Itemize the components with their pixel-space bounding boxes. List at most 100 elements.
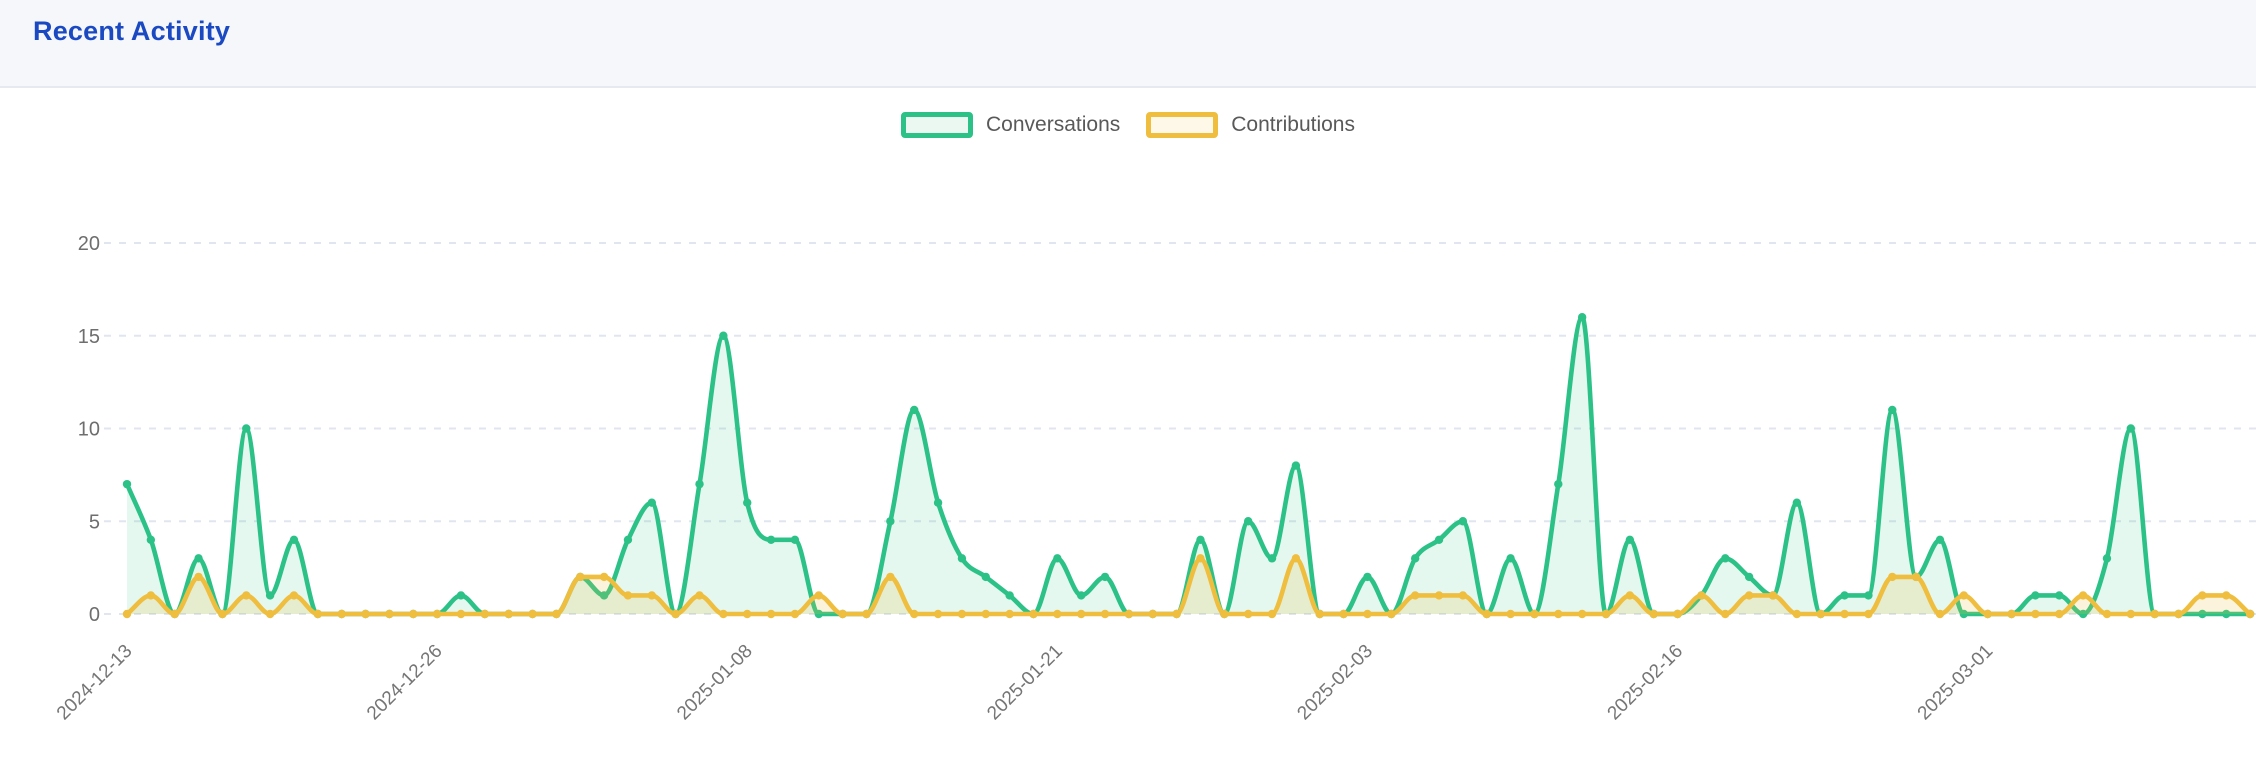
contributions-point[interactable] — [599, 572, 609, 582]
contributions-point[interactable] — [1959, 591, 1969, 600]
contributions-point[interactable] — [480, 609, 490, 619]
conversations-point[interactable] — [910, 405, 919, 415]
contributions-point[interactable] — [456, 609, 466, 619]
legend-item-conversations[interactable]: Conversations — [901, 112, 1120, 138]
conversations-point[interactable] — [1434, 535, 1444, 544]
contributions-point[interactable] — [1840, 609, 1849, 619]
contributions-point[interactable] — [1792, 609, 1802, 619]
contributions-point[interactable] — [552, 609, 561, 619]
contributions-point[interactable] — [576, 572, 585, 582]
contributions-point[interactable] — [2245, 609, 2255, 619]
contributions-point[interactable] — [1649, 609, 1658, 619]
conversations-point[interactable] — [599, 591, 609, 600]
conversations-point[interactable] — [1077, 591, 1086, 600]
contributions-point[interactable] — [1410, 591, 1420, 600]
contributions-point[interactable] — [2198, 591, 2207, 600]
contributions-point[interactable] — [1053, 609, 1062, 619]
conversations-point[interactable] — [1721, 554, 1730, 563]
contributions-point[interactable] — [1983, 609, 1992, 619]
contributions-point[interactable] — [242, 591, 251, 600]
contributions-point[interactable] — [2174, 609, 2183, 619]
contributions-point[interactable] — [1768, 591, 1778, 600]
contributions-point[interactable] — [1673, 609, 1682, 619]
conversations-point[interactable] — [2126, 424, 2136, 433]
contributions-point[interactable] — [1554, 609, 1563, 619]
conversations-point[interactable] — [1554, 479, 1563, 489]
conversations-point[interactable] — [719, 331, 728, 340]
contributions-point[interactable] — [790, 609, 800, 619]
contributions-point[interactable] — [1721, 609, 1730, 619]
contributions-point[interactable] — [1911, 572, 1921, 582]
conversations-point[interactable] — [242, 424, 251, 433]
contributions-point[interactable] — [432, 609, 442, 619]
contributions-point[interactable] — [2007, 609, 2016, 619]
contributions-point[interactable] — [218, 609, 227, 619]
conversations-point[interactable] — [1053, 554, 1062, 563]
conversations-point[interactable] — [2198, 609, 2207, 619]
recent-activity-chart[interactable]: 0 5 10 15 20 2024-12-13 2024-12-26 2025-01-08 20… — [0, 88, 2256, 762]
contributions-point[interactable] — [2222, 591, 2231, 600]
conversations-point[interactable] — [1625, 535, 1635, 544]
conversations-point[interactable] — [766, 535, 776, 544]
contributions-point[interactable] — [1243, 609, 1253, 619]
contributions-point[interactable] — [1315, 609, 1324, 619]
contributions-point[interactable] — [1196, 554, 1205, 563]
contributions-point[interactable] — [2031, 609, 2040, 619]
contributions-point[interactable] — [623, 591, 633, 600]
conversations-point[interactable] — [814, 609, 823, 619]
conversations-point[interactable] — [1458, 517, 1468, 526]
contributions-point[interactable] — [695, 591, 704, 600]
conversations-point[interactable] — [695, 479, 704, 489]
contributions-point[interactable] — [671, 609, 680, 619]
contributions-point[interactable] — [766, 609, 776, 619]
contributions-point[interactable] — [719, 609, 728, 619]
contributions-point[interactable] — [743, 609, 752, 619]
contributions-point[interactable] — [1172, 609, 1181, 619]
contributions-point[interactable] — [862, 609, 871, 619]
conversations-point[interactable] — [2055, 591, 2064, 600]
contributions-point[interactable] — [886, 572, 895, 582]
conversations-point[interactable] — [790, 535, 800, 544]
conversations-point[interactable] — [1267, 554, 1277, 563]
conversations-point[interactable] — [1959, 609, 1969, 619]
contributions-point[interactable] — [170, 609, 179, 619]
conversations-point[interactable] — [886, 517, 895, 526]
conversations-point[interactable] — [1196, 535, 1205, 544]
contributions-point[interactable] — [1267, 609, 1277, 619]
contributions-point[interactable] — [1506, 609, 1515, 619]
contributions-point[interactable] — [528, 609, 537, 619]
contributions-point[interactable] — [1005, 609, 1014, 619]
conversations-point[interactable] — [1005, 591, 1014, 600]
contributions-point[interactable] — [1577, 609, 1587, 619]
conversations-point[interactable] — [2222, 609, 2231, 619]
contributions-point[interactable] — [1339, 609, 1348, 619]
contributions-point[interactable] — [313, 609, 323, 619]
contributions-point[interactable] — [1601, 609, 1611, 619]
conversations-point[interactable] — [1506, 554, 1515, 563]
conversations-point[interactable] — [743, 498, 752, 507]
conversations-point[interactable] — [1410, 554, 1420, 563]
contributions-point[interactable] — [146, 591, 156, 600]
contributions-point[interactable] — [1458, 591, 1468, 600]
contributions-point[interactable] — [1530, 609, 1539, 619]
contributions-point[interactable] — [910, 609, 919, 619]
conversations-point[interactable] — [1363, 572, 1372, 582]
contributions-point[interactable] — [1029, 609, 1038, 619]
contributions-point[interactable] — [194, 572, 203, 582]
conversations-point[interactable] — [2031, 591, 2040, 600]
conversations-point[interactable] — [1243, 517, 1253, 526]
conversations-point[interactable] — [146, 535, 156, 544]
contributions-point[interactable] — [1220, 609, 1229, 619]
conversations-point[interactable] — [647, 498, 657, 507]
contributions-point[interactable] — [289, 591, 299, 600]
contributions-point[interactable] — [1434, 591, 1444, 600]
contributions-point[interactable] — [981, 609, 990, 619]
conversations-point[interactable] — [265, 591, 275, 600]
contributions-point[interactable] — [814, 591, 823, 600]
contributions-point[interactable] — [1124, 609, 1134, 619]
conversations-point[interactable] — [1744, 572, 1754, 582]
contributions-point[interactable] — [337, 609, 346, 619]
conversations-point[interactable] — [1792, 498, 1802, 507]
conversations-point[interactable] — [122, 479, 132, 489]
conversations-point[interactable] — [623, 535, 633, 544]
